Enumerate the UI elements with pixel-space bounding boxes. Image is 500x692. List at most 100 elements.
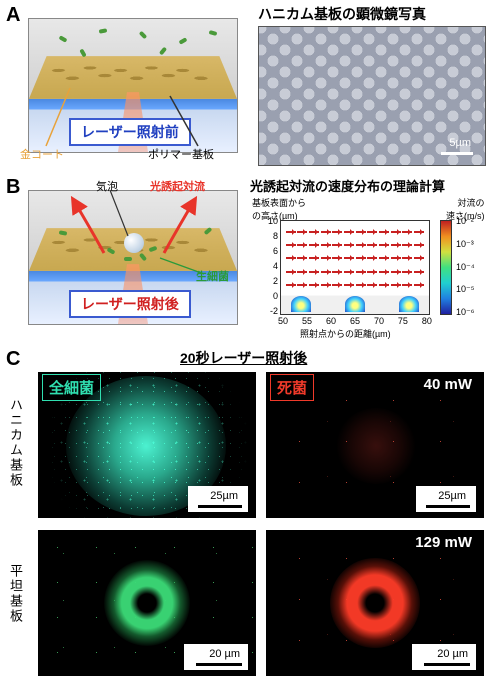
flow-arrow — [390, 238, 402, 251]
vortex-icon — [345, 296, 365, 312]
flow-arrow — [285, 225, 297, 238]
scalebar — [426, 505, 470, 508]
flow-arrow — [320, 265, 332, 278]
dead-faint-cluster — [336, 408, 416, 484]
flow-arrow — [308, 225, 320, 238]
flow-arrow — [390, 225, 402, 238]
panel-b-label: B — [6, 176, 20, 199]
flow-y-label: 基板表面から の高さ(µm) — [252, 196, 306, 222]
flow-arrow — [343, 265, 355, 278]
scalebar — [441, 152, 473, 155]
flow-arrow — [390, 279, 402, 292]
flow-arrow — [390, 252, 402, 265]
bacterium-icon — [179, 37, 188, 44]
flow-arrow — [402, 252, 414, 265]
flow-arrow — [285, 265, 297, 278]
scalebar-text: 25µm — [438, 490, 466, 502]
bacterium-icon — [139, 31, 147, 39]
panel-c-label: C — [6, 348, 20, 371]
flow-arrow — [285, 279, 297, 292]
flow-arrow — [378, 225, 390, 238]
after-irradiation-label: レーザー照射後 — [69, 290, 191, 318]
flow-field-plot — [280, 220, 430, 315]
flow-arrow — [378, 265, 390, 278]
flow-arrow — [343, 252, 355, 265]
flow-arrow — [413, 252, 425, 265]
panel-b-illustration-after: レーザー照射後 — [28, 190, 238, 325]
flow-arrow — [332, 225, 344, 238]
flow-arrow — [332, 238, 344, 251]
convection-label: 光誘起対流 — [150, 178, 205, 194]
row-label-honeycomb: ハニカム基板 — [6, 398, 25, 488]
flow-arrow — [402, 279, 414, 292]
scalebar-text: 5µm — [449, 137, 471, 149]
flow-arrow — [297, 279, 309, 292]
flow-arrow — [367, 225, 379, 238]
bacterium-icon — [209, 30, 218, 36]
flow-arrow — [367, 279, 379, 292]
flow-arrow — [413, 265, 425, 278]
figure-root: A レーザー照射前 金コート ポリマー基板 ハニカム基板の顕微鏡写真 5µm B — [0, 0, 500, 692]
flow-arrow — [297, 238, 309, 251]
flow-arrow — [308, 238, 320, 251]
honeycomb-microscope-image: 5µm — [258, 26, 486, 166]
flow-arrow — [355, 225, 367, 238]
flow-x-ticks: 50556065707580 — [278, 316, 432, 326]
scalebar-text: 25µm — [210, 490, 238, 502]
panel-a-right-title: ハニカム基板の顕微鏡写真 — [258, 4, 426, 24]
flow-arrow — [297, 265, 309, 278]
flow-arrow — [320, 225, 332, 238]
flow-x-label: 照射点からの距離(µm) — [300, 327, 391, 340]
flow-arrow — [297, 225, 309, 238]
flow-arrow — [308, 265, 320, 278]
laser-power-label: 129 mW — [409, 532, 478, 553]
gold-coat-label: 金コート — [20, 146, 64, 162]
panel-a-illustration-before: レーザー照射前 — [28, 18, 238, 153]
scalebar-text: 20 µm — [209, 648, 240, 660]
flow-arrow — [355, 238, 367, 251]
row-label-flat: 平坦基板 — [6, 564, 25, 624]
flow-arrow — [413, 279, 425, 292]
flow-arrow — [355, 252, 367, 265]
flow-arrow — [320, 238, 332, 251]
panel-a-label: A — [6, 4, 20, 27]
vortex-icon — [291, 296, 311, 312]
flow-arrow — [390, 265, 402, 278]
flow-arrow — [297, 252, 309, 265]
flow-y-ticks: -20246810 — [262, 216, 278, 316]
flow-arrow — [308, 252, 320, 265]
dead-ring — [330, 558, 420, 648]
flow-colorbar — [440, 220, 452, 315]
flow-arrow — [367, 252, 379, 265]
flow-arrow — [285, 252, 297, 265]
scalebar-text: 20 µm — [437, 648, 468, 660]
flow-arrow — [367, 238, 379, 251]
fluo-flat-all: 20 µm — [38, 530, 256, 676]
flow-axes — [280, 220, 430, 315]
flow-arrow — [402, 265, 414, 278]
flow-arrow — [343, 225, 355, 238]
flow-arrow — [308, 279, 320, 292]
flow-arrow — [332, 265, 344, 278]
fluo-flat-dead: 129 mW 20 µm — [266, 530, 484, 676]
laser-power-label: 40 mW — [418, 374, 478, 395]
bacterium-icon — [124, 257, 132, 261]
bacterium-icon — [59, 35, 68, 42]
flow-arrow — [367, 265, 379, 278]
scalebar — [198, 505, 242, 508]
scalebar — [424, 663, 470, 666]
flow-arrow — [402, 225, 414, 238]
flow-arrows-grid — [285, 225, 425, 292]
all-bacteria-label: 全細菌 — [42, 374, 101, 401]
flow-arrow — [413, 225, 425, 238]
flow-arrow — [343, 238, 355, 251]
flow-arrow — [332, 252, 344, 265]
flow-arrow — [320, 279, 332, 292]
flow-arrow — [320, 252, 332, 265]
flow-arrow — [378, 238, 390, 251]
bacteria-ring — [104, 560, 190, 646]
panel-b-right-title: 光誘起対流の速度分布の理論計算 — [250, 176, 445, 195]
flow-arrow — [285, 238, 297, 251]
flow-arrow — [355, 279, 367, 292]
live-bacteria-label: 生細菌 — [196, 268, 229, 284]
